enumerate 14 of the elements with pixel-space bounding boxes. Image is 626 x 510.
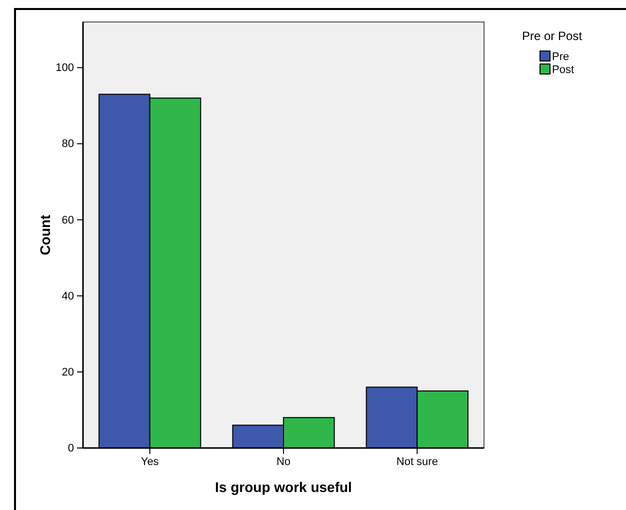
x-tick-label: Not sure [396, 456, 438, 468]
y-tick-label: 0 [68, 442, 74, 455]
y-tick-label: 20 [62, 366, 74, 378]
legend-title: Pre or Post [522, 29, 583, 43]
y-axis-title: Count [37, 214, 53, 256]
legend-label: Pre [552, 51, 570, 63]
legend-label: Post [552, 64, 574, 76]
y-tick-label: 100 [56, 62, 74, 74]
x-tick-label: No [276, 456, 291, 468]
x-tick-label: Yes [140, 456, 160, 468]
y-tick-label: 80 [62, 138, 74, 150]
x-axis-title: Is group work useful [215, 479, 352, 495]
y-tick-label: 40 [62, 290, 74, 302]
y-tick-label: 60 [62, 214, 74, 226]
